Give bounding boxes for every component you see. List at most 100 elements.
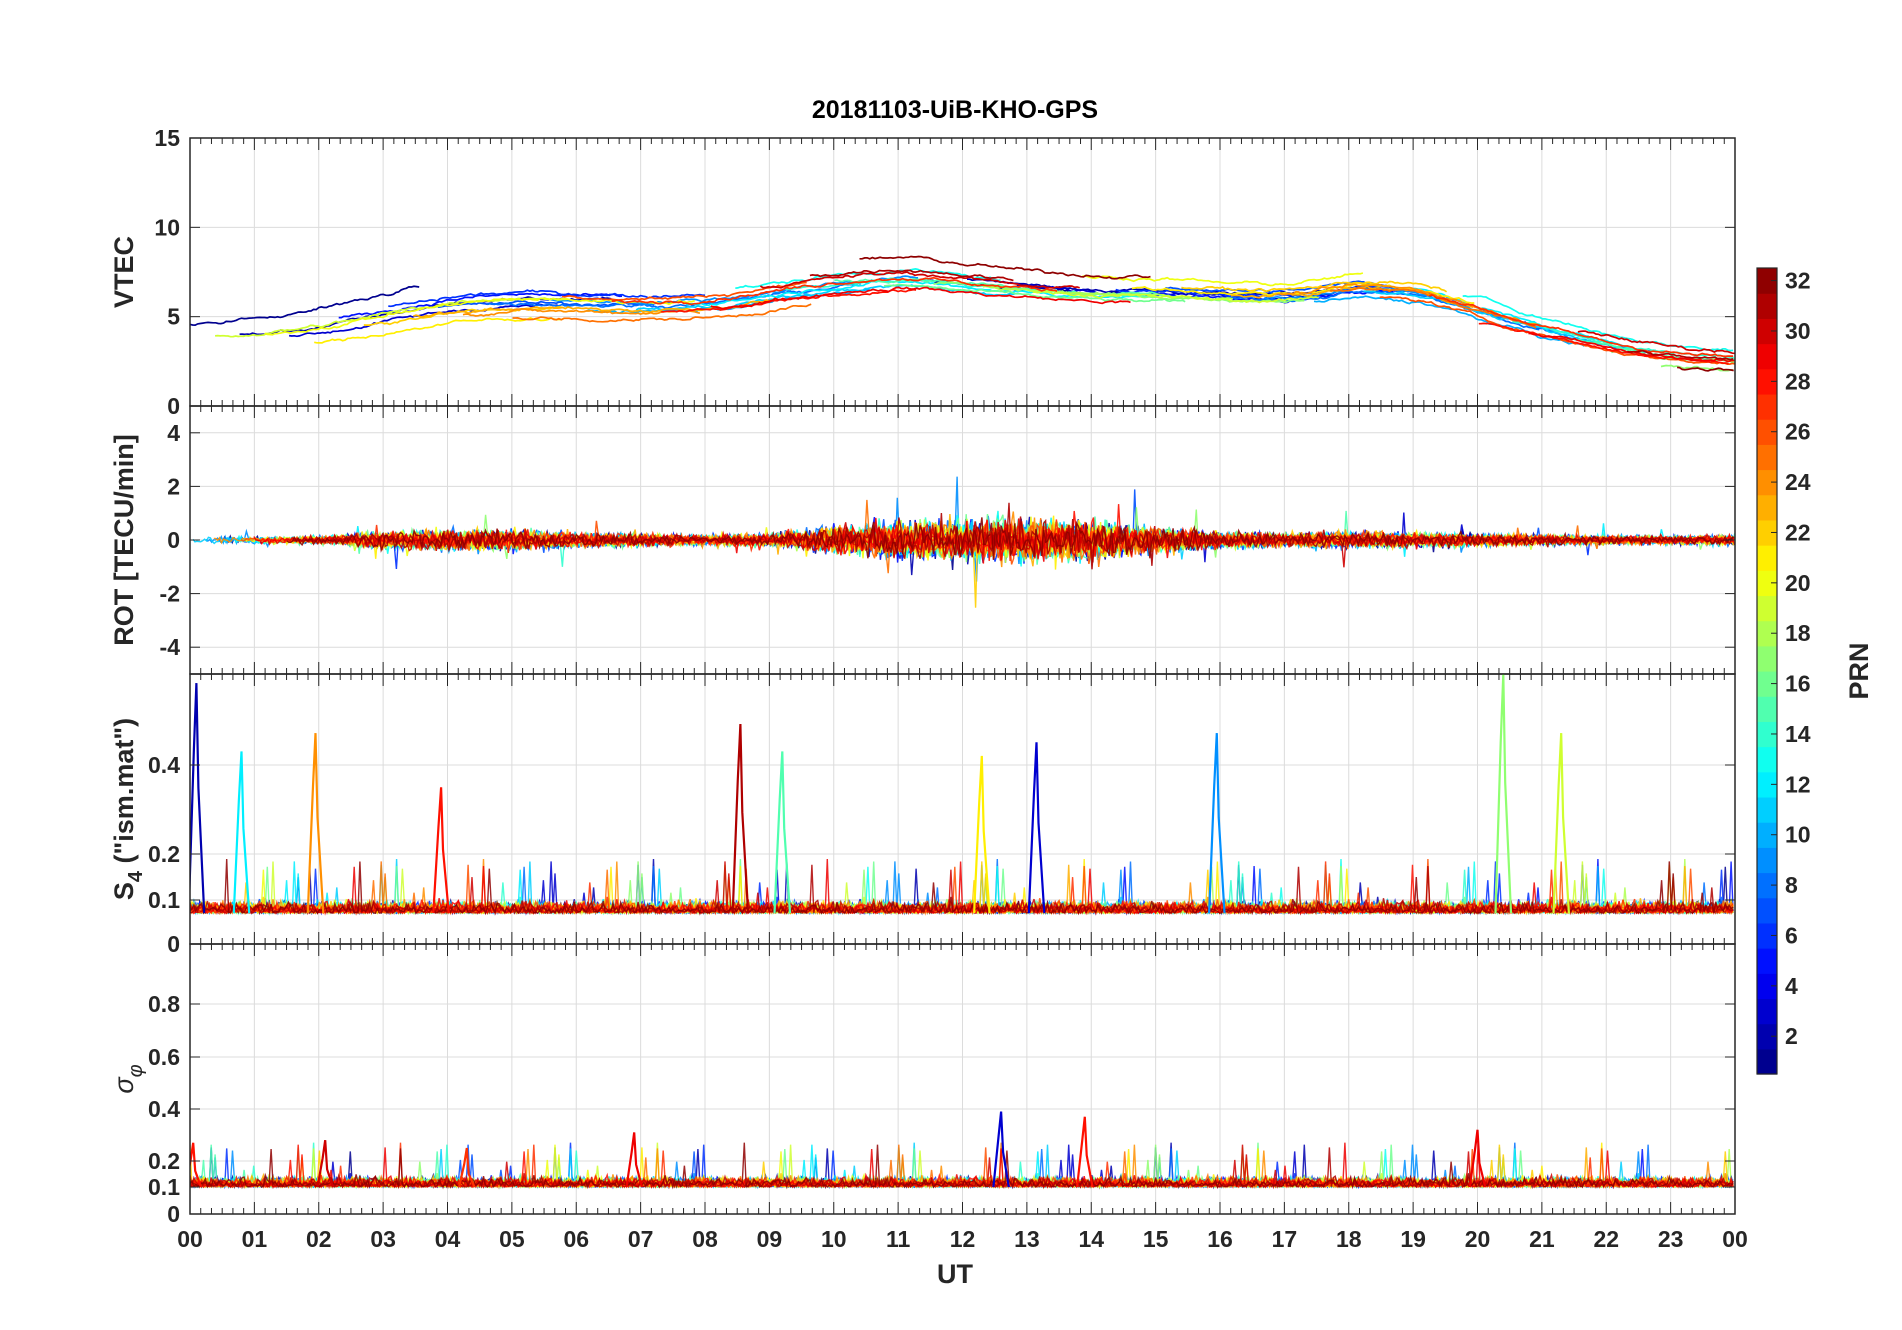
y-tick-label: 15 (154, 125, 180, 151)
x-tick-label: 17 (1272, 1226, 1298, 1252)
y-axis-label-main: σ (109, 1076, 139, 1094)
vtec-series-prn-32 (1676, 366, 1734, 372)
y-tick-label: 0 (167, 393, 180, 419)
x-tick-label: 14 (1078, 1226, 1104, 1252)
colorbar-segment (1757, 393, 1777, 420)
vtec-series-prn-32 (859, 255, 1151, 280)
y-tick-label: 5 (167, 304, 180, 330)
spike-prn-29 (1468, 1129, 1487, 1188)
colorbar-segment (1757, 595, 1777, 622)
colorbar-segment (1757, 318, 1777, 345)
colorbar-tick-label: 20 (1785, 570, 1811, 596)
colorbar-segment (1757, 1048, 1777, 1075)
spike-prn-12 (232, 751, 251, 914)
y-tick-label: 0.6 (148, 1044, 180, 1070)
y-tick-label: 0 (167, 931, 180, 957)
spike-prn-24 (306, 733, 325, 914)
colorbar-segment (1757, 419, 1777, 445)
x-tick-label: 20 (1465, 1226, 1491, 1252)
vtec-series-prn-30 (1577, 330, 1735, 355)
y-tick-label: 0.1 (148, 1174, 180, 1200)
x-tick-label: 18 (1336, 1226, 1362, 1252)
series-group (190, 674, 1734, 916)
x-tick-label: 04 (435, 1226, 461, 1252)
spike-prn-3 (992, 1111, 1010, 1188)
x-tick-label: 00 (177, 1226, 203, 1252)
colorbar-tick-label: 6 (1785, 922, 1798, 948)
y-tick-label: 0.1 (148, 887, 180, 913)
spike-prn-21 (973, 755, 991, 914)
x-tick-label: 11 (886, 1226, 911, 1252)
vtec-series-prn-20 (264, 297, 696, 336)
y-axis-label-rest: ("ism.mat") (109, 718, 139, 871)
vtec-series-prn-24 (462, 308, 701, 317)
colorbar-tick-label: 10 (1785, 822, 1811, 848)
y-tick-label: 0 (167, 527, 180, 553)
x-tick-label: 19 (1400, 1226, 1426, 1252)
x-axis-label: UT (937, 1259, 973, 1289)
x-tick-label: 05 (499, 1226, 525, 1252)
x-tick-label: 21 (1529, 1226, 1555, 1252)
colorbar-segment (1757, 469, 1777, 496)
spike-prn-3 (1027, 742, 1046, 914)
y-tick-label: 0.4 (148, 1096, 180, 1122)
y-axis-label: ROT [TECU/min] (109, 434, 139, 645)
vtec-series-prn-10 (1313, 295, 1585, 347)
spike-prn-9 (1208, 733, 1226, 914)
colorbar-segment (1757, 368, 1777, 395)
colorbar-segment (1757, 847, 1777, 874)
colorbar-tick-label: 30 (1785, 318, 1811, 344)
x-tick-label: 23 (1658, 1226, 1684, 1252)
x-tick-label: 00 (1722, 1226, 1748, 1252)
x-tick-label: 10 (821, 1226, 847, 1252)
y-tick-label: 4 (167, 420, 180, 446)
colorbar-segment (1757, 796, 1777, 823)
spike-prn-28 (190, 1142, 202, 1188)
colorbar-label: PRN (1844, 642, 1874, 699)
x-tick-label: 13 (1014, 1226, 1040, 1252)
series-prn-32 (190, 1142, 1734, 1190)
vtec-series-prn-11 (635, 284, 1015, 311)
y-axis-label: VTEC (109, 236, 139, 308)
colorbar-segment (1757, 746, 1777, 773)
colorbar-segment (1757, 998, 1777, 1025)
colorbar-tick-label: 4 (1785, 973, 1798, 999)
panel-3: 00.10.2 0.4 0.6 0.8 σφ (109, 943, 1736, 1227)
colorbar-segment (1757, 268, 1777, 294)
vtec-series-prn-16 (883, 283, 1186, 303)
vtec-series-prn-30 (759, 271, 1080, 289)
vtec-series-prn-12 (1413, 287, 1645, 351)
series-group (190, 1111, 1734, 1190)
colorbar-segment (1757, 519, 1777, 546)
colorbar-segment (1757, 444, 1777, 471)
colorbar-frame (1756, 267, 1778, 1075)
spike-prn-2 (190, 683, 206, 914)
vtec-series-prn-1 (190, 285, 420, 326)
x-tick-label: 12 (950, 1226, 976, 1252)
y-tick-label: 0.2 (148, 841, 180, 867)
spike-prn-29 (625, 1132, 643, 1188)
x-tick-label: 06 (563, 1226, 589, 1252)
spike-prn-15 (773, 751, 792, 914)
panel-0: 0 5 10 15 VTEC (109, 125, 1736, 419)
vtec-series-prn-11 (1363, 290, 1599, 344)
y-tick-label: -2 (160, 581, 180, 607)
vtec-series-prn-27 (1428, 293, 1734, 358)
vtec-series-prn-20 (1082, 272, 1364, 287)
colorbar-tick-label: 14 (1785, 721, 1811, 747)
vtec-series-prn-5 (338, 292, 623, 319)
colorbar-segment (1757, 293, 1777, 319)
vtec-series-prn-19 (1032, 290, 1319, 304)
y-tick-label: 0.2 (148, 1148, 180, 1174)
vtec-series-prn-31 (1627, 349, 1734, 361)
y-axis-label: σφ (109, 1064, 147, 1093)
x-tick-label: 08 (692, 1226, 718, 1252)
series-group (190, 255, 1735, 372)
vtec-series-prn-8 (487, 282, 861, 309)
colorbar-segment (1757, 721, 1777, 748)
x-tick-label: 01 (242, 1226, 268, 1252)
y-tick-label: -4 (160, 634, 181, 660)
spike-prn-30 (316, 1140, 334, 1188)
